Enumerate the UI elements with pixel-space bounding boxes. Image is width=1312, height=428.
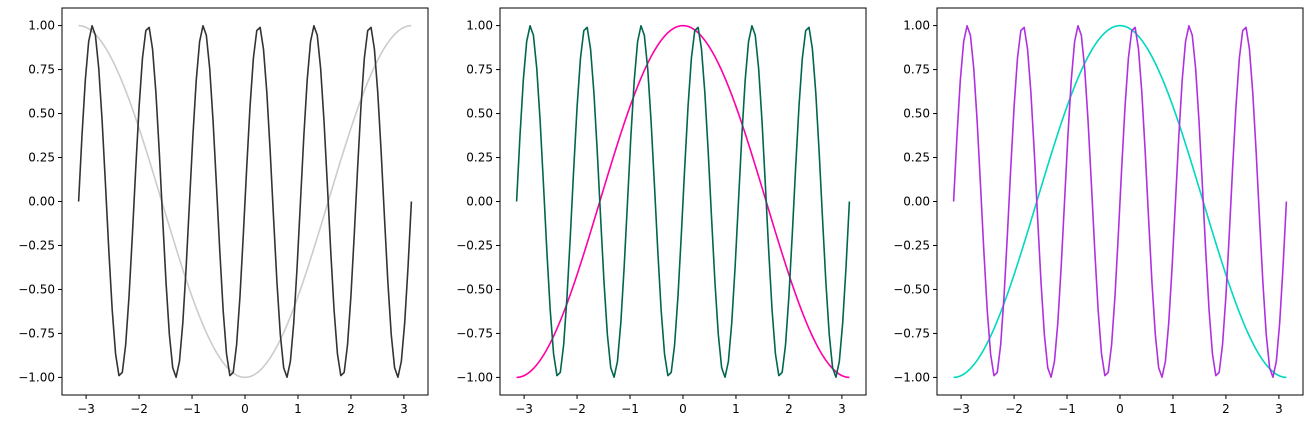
x-tick-label: 2 (347, 402, 355, 416)
subplot-2: −3 −2 −1 0 1 2 3 1.00 0.75 0.50 0.25 0.00 −0.25 −0.5… (456, 7, 867, 416)
y-tick-label: −0.75 (456, 326, 493, 340)
y-tick-label: 0.00 (28, 195, 55, 209)
y-tick-label: −1.00 (18, 370, 55, 384)
x-tick-label: 2 (785, 402, 793, 416)
x-tick-label: −2 (1005, 402, 1023, 416)
y-axis: 1.00 0.75 0.50 0.25 0.00 −0.25 −0.50 −0.75 −1.00 (456, 19, 500, 384)
y-tick-label: 0.25 (28, 151, 55, 165)
y-tick-label: 0.75 (466, 63, 493, 77)
y-tick-label: 0.75 (28, 63, 55, 77)
series-line-1 (952, 24, 1288, 379)
series-line-2 (516, 24, 850, 379)
y-tick-label: −0.25 (18, 238, 55, 252)
y-axis: 1.00 0.75 0.50 0.25 0.00 −0.25 −0.50 −0.75 −1.00 (18, 19, 62, 384)
series-line-2 (78, 24, 412, 379)
x-tick-label: 3 (400, 402, 408, 416)
x-tick-label: −1 (1058, 402, 1076, 416)
y-tick-label: 0.50 (466, 107, 493, 121)
x-tick-label: 2 (1222, 402, 1230, 416)
x-tick-label: −1 (621, 402, 639, 416)
x-tick-label: −2 (568, 402, 586, 416)
y-tick-label: 0.50 (28, 107, 55, 121)
y-tick-label: −0.25 (893, 238, 930, 252)
y-tick-label: −0.50 (893, 282, 930, 296)
x-tick-label: −2 (130, 402, 148, 416)
y-tick-label: 1.00 (903, 19, 930, 33)
x-tick-label: 1 (732, 402, 740, 416)
y-tick-label: 0.25 (466, 151, 493, 165)
y-tick-label: 0.75 (903, 63, 930, 77)
y-tick-label: −0.50 (456, 282, 493, 296)
y-tick-label: −1.00 (456, 370, 493, 384)
y-tick-label: 0.00 (903, 195, 930, 209)
y-tick-label: 1.00 (28, 19, 55, 33)
x-tick-label: 1 (294, 402, 302, 416)
series-lines (77, 24, 413, 379)
y-tick-label: 0.50 (903, 107, 930, 121)
x-tick-label: 1 (1169, 402, 1177, 416)
y-tick-label: −0.75 (18, 326, 55, 340)
x-tick-label: −3 (77, 402, 95, 416)
y-tick-label: −0.75 (893, 326, 930, 340)
x-tick-label: −3 (515, 402, 533, 416)
y-tick-label: −0.25 (456, 238, 493, 252)
series-lines (515, 24, 851, 379)
y-tick-label: 0.00 (466, 195, 493, 209)
x-tick-label: 0 (1116, 402, 1124, 416)
y-tick-label: −1.00 (893, 370, 930, 384)
x-tick-label: 3 (1275, 402, 1283, 416)
series-line-2 (953, 24, 1287, 379)
series-line-1 (77, 24, 413, 379)
subplot-1: −3 −2 −1 0 1 2 3 1.00 0.75 0.50 0.25 0.00 −0.25 −0.5… (18, 7, 429, 416)
x-tick-label: −3 (952, 402, 970, 416)
series-line-1 (515, 24, 851, 379)
y-tick-label: 0.25 (903, 151, 930, 165)
x-axis: −3 −2 −1 0 1 2 3 (952, 395, 1283, 416)
x-tick-label: −1 (183, 402, 201, 416)
x-tick-label: 0 (241, 402, 249, 416)
subplot-3: −3 −2 −1 0 1 2 3 1.00 0.75 0.50 0.25 0.00 −0.25 −0.5… (893, 7, 1304, 416)
y-tick-label: 1.00 (466, 19, 493, 33)
x-tick-label: 0 (679, 402, 687, 416)
x-axis: −3 −2 −1 0 1 2 3 (515, 395, 846, 416)
y-tick-label: −0.50 (18, 282, 55, 296)
y-axis: 1.00 0.75 0.50 0.25 0.00 −0.25 −0.50 −0.75 −1.00 (893, 19, 937, 384)
x-tick-label: 3 (838, 402, 846, 416)
x-axis: −3 −2 −1 0 1 2 3 (77, 395, 408, 416)
series-lines (952, 24, 1288, 379)
